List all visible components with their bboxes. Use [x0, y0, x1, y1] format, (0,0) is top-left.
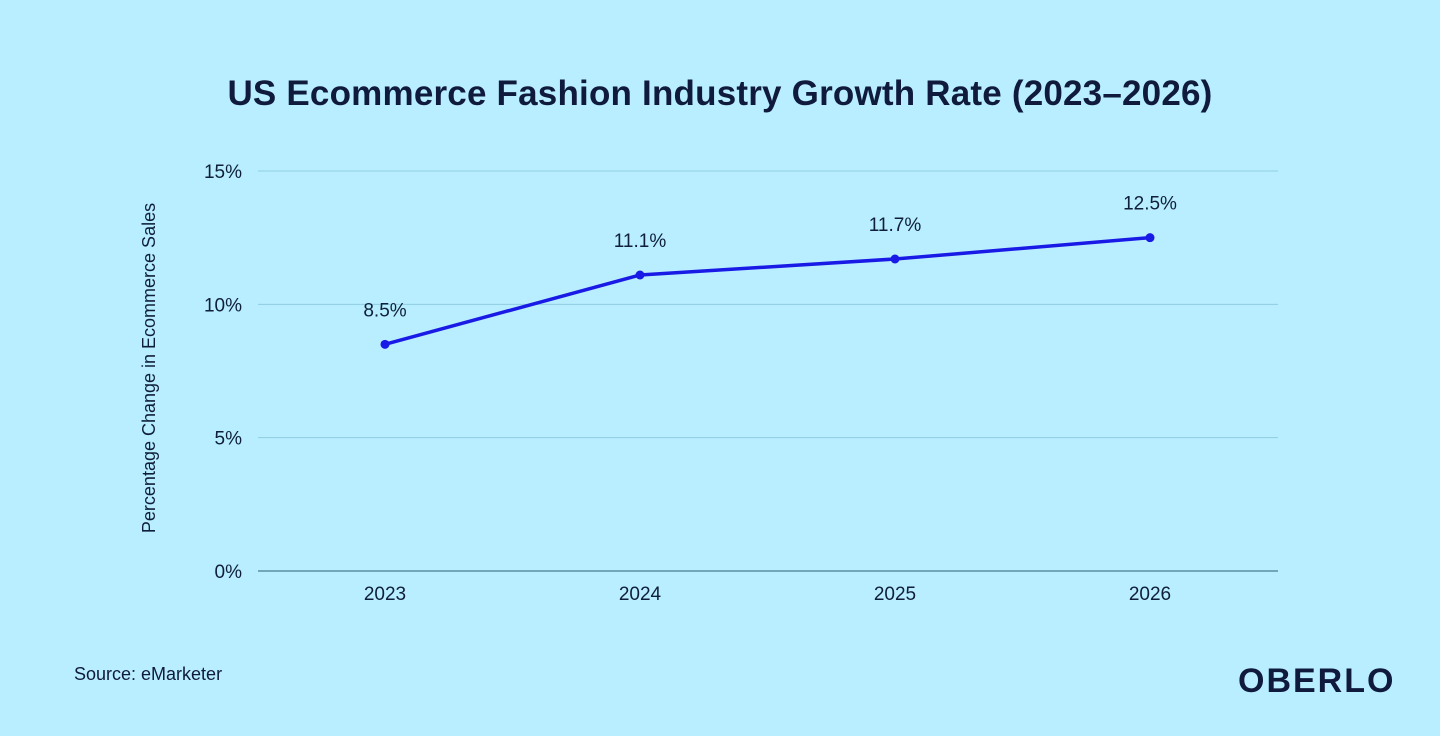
series-line [380, 233, 1155, 349]
chart-title: US Ecommerce Fashion Industry Growth Rat… [227, 74, 1213, 113]
data-label: 8.5% [363, 300, 406, 321]
x-tick-label: 2023 [364, 584, 406, 605]
x-tick-label: 2024 [619, 584, 662, 605]
y-tick-label: 10% [204, 295, 242, 316]
source-note: Source: eMarketer [74, 664, 223, 684]
data-point [890, 254, 900, 264]
x-tick-label: 2025 [874, 584, 916, 605]
y-axis-title: Percentage Change in Ecommerce Sales [139, 203, 159, 533]
x-axis-ticks: 2023 2024 2025 2026 [364, 584, 1171, 605]
x-tick-label: 2026 [1129, 584, 1171, 605]
data-label: 11.7% [869, 215, 922, 236]
y-tick-label: 5% [215, 429, 243, 450]
data-label: 12.5% [1123, 194, 1177, 215]
series-line-path [383, 235, 1152, 347]
data-point [1145, 233, 1155, 243]
data-label: 11.1% [614, 231, 667, 252]
y-tick-label: 0% [215, 562, 243, 583]
data-point [380, 339, 390, 349]
oberlo-logo: OBERLO [1238, 662, 1396, 700]
data-labels: 8.5% 11.1% 11.7% 12.5% [363, 194, 1177, 322]
data-point [635, 270, 645, 280]
y-tick-label: 15% [204, 162, 242, 183]
gridlines [258, 170, 1278, 572]
y-axis-ticks: 0% 5% 10% 15% [204, 162, 242, 583]
